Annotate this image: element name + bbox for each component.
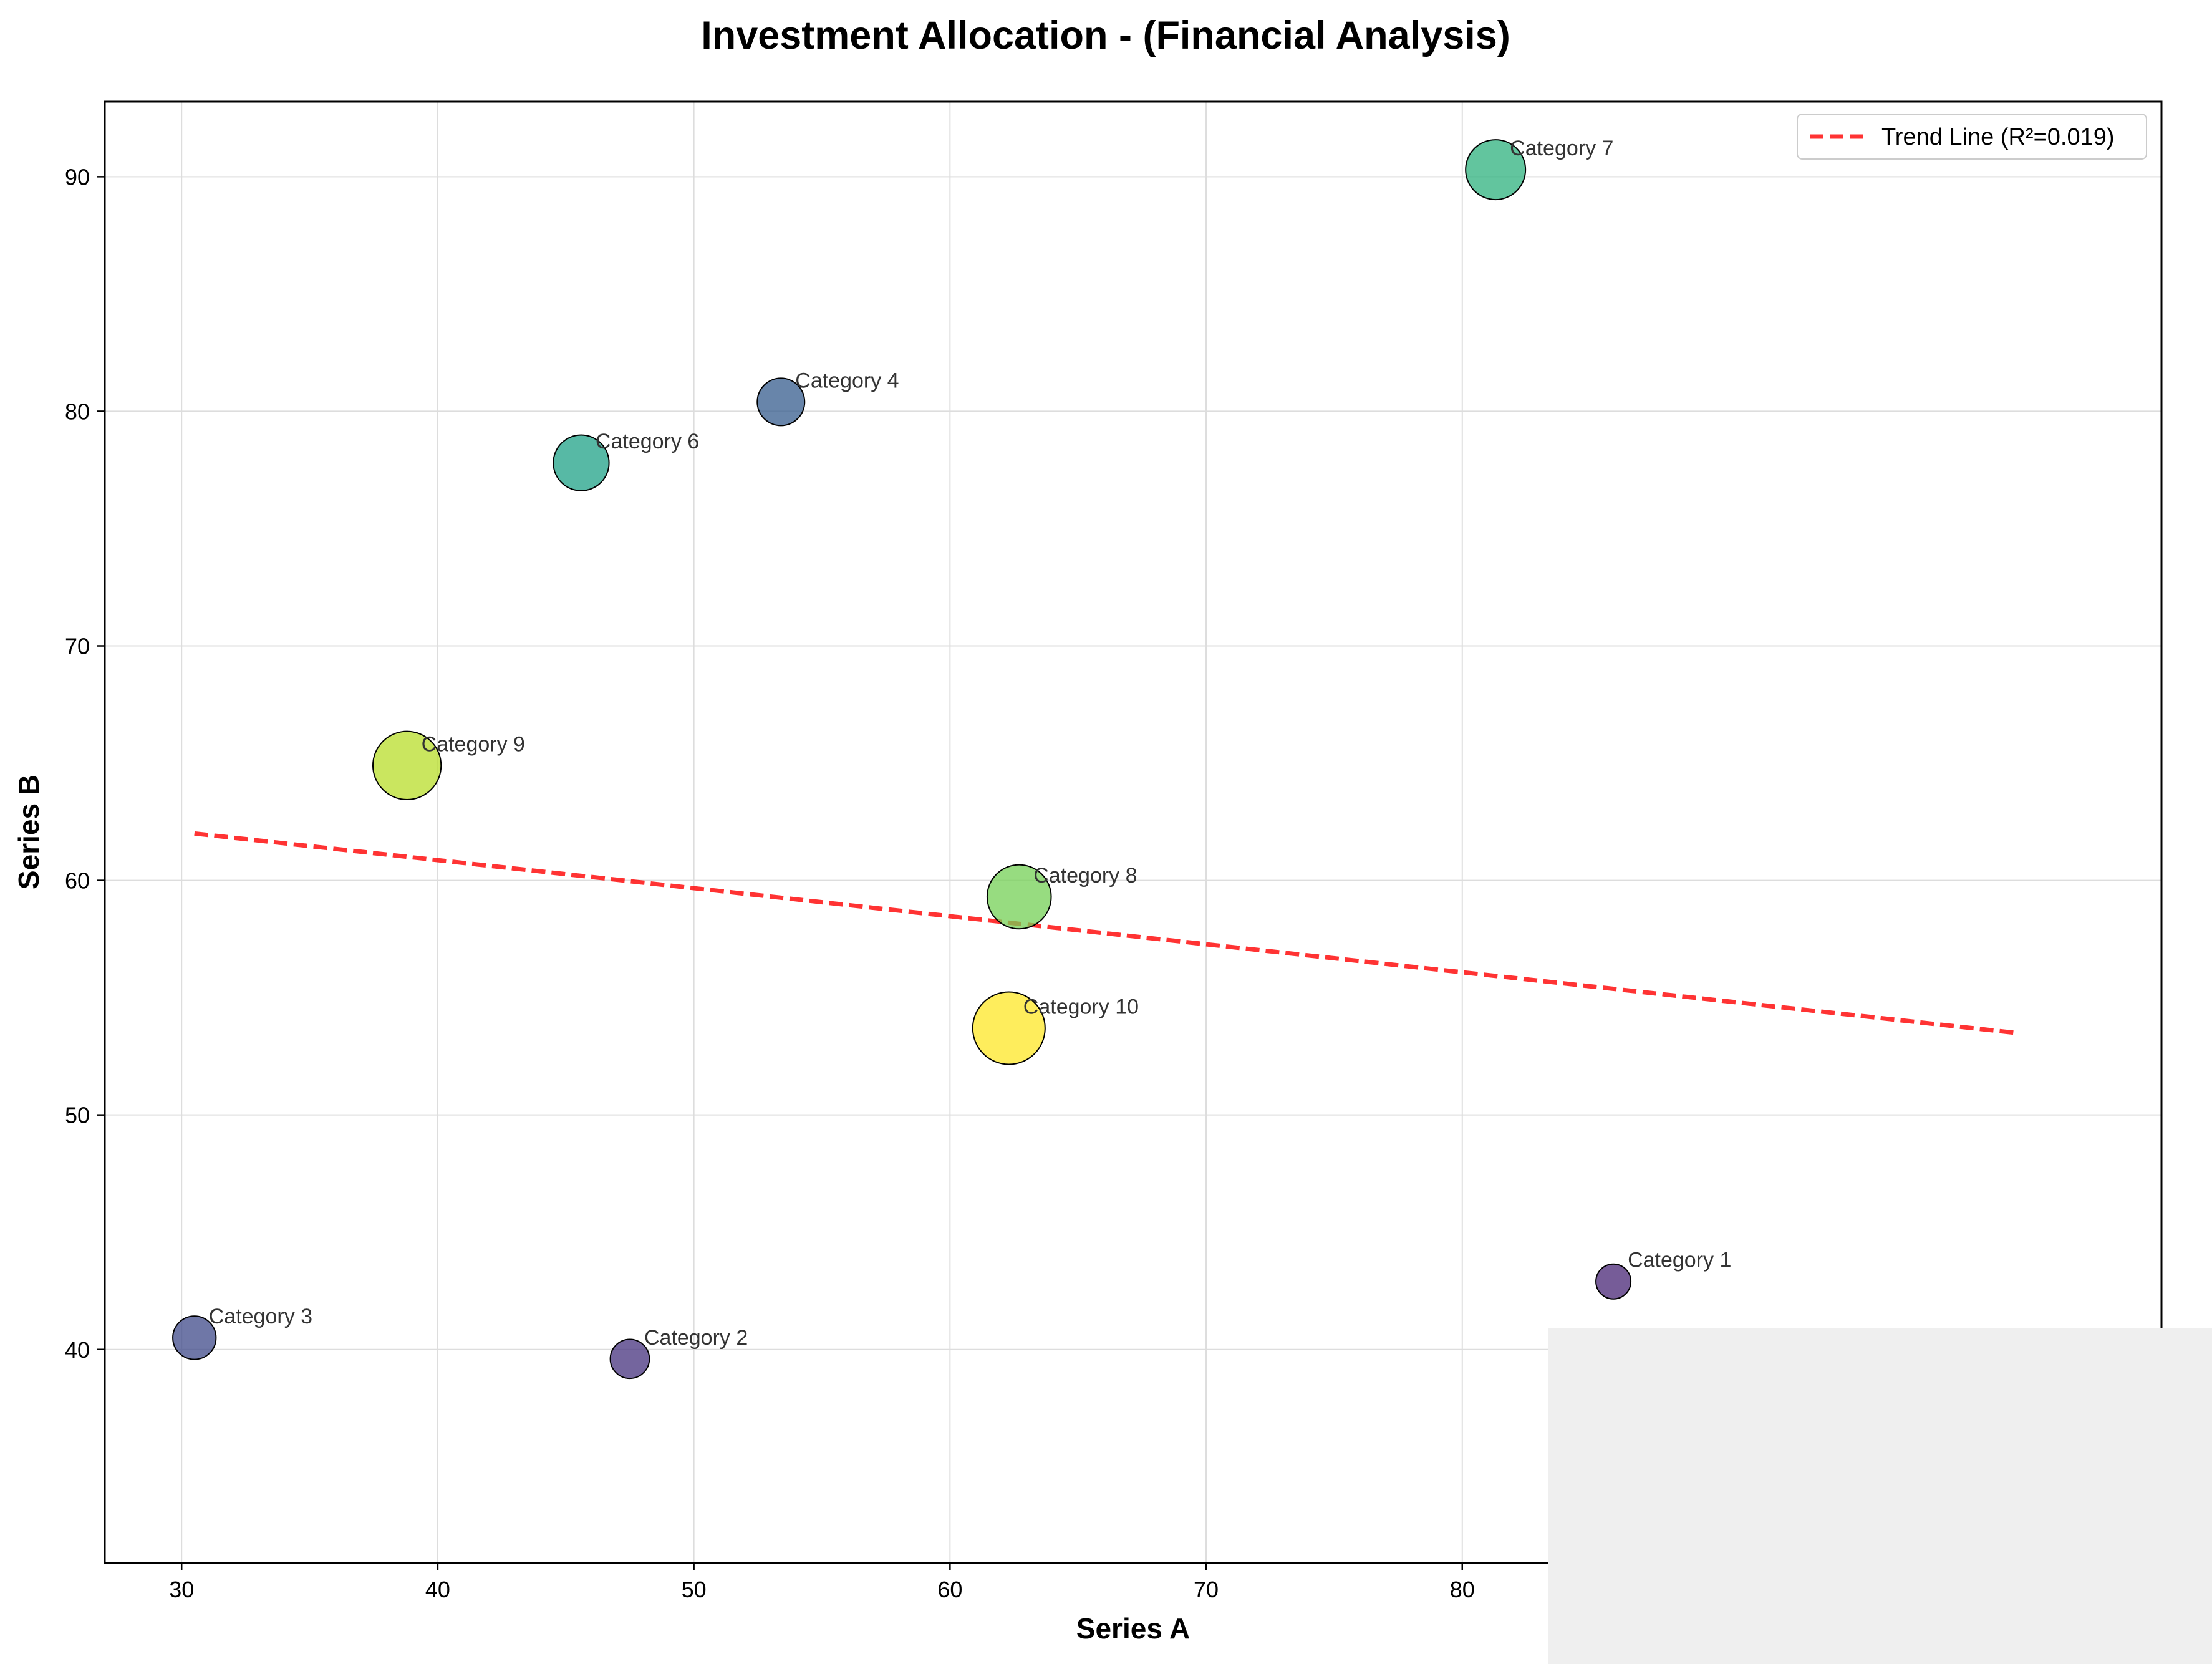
plot-area-frame [104, 100, 2163, 1564]
y-tick-label: 40 [65, 1337, 90, 1363]
data-point [986, 864, 1052, 930]
trend-line [194, 831, 2016, 1035]
data-point [372, 730, 442, 800]
x-tick-label: 80 [1450, 1577, 1475, 1602]
x-axis-label: Series A [1076, 1612, 1190, 1645]
data-point [972, 991, 1046, 1065]
data-points [172, 139, 1632, 1380]
legend-box [1797, 114, 2147, 160]
legend-trend-label: Trend Line (R²=0.019) [1881, 124, 2115, 150]
y-tick-label: 90 [65, 164, 90, 190]
x-tick-label: 50 [682, 1577, 707, 1602]
x-tick-label: 40 [425, 1577, 450, 1602]
x-tick-label: 70 [1194, 1577, 1219, 1602]
point-label: Category 9 [422, 732, 525, 756]
data-point [756, 377, 806, 427]
y-tick-label: 70 [65, 634, 90, 659]
data-point [609, 1338, 650, 1380]
gray-overlay-panel [1548, 1328, 2212, 1664]
legend: Trend Line (R²=0.019) [1797, 114, 2147, 160]
data-point [553, 434, 610, 491]
y-tick-label: 80 [65, 399, 90, 424]
y-axis-label: Series B [12, 775, 45, 889]
x-tick-label: 30 [169, 1577, 194, 1602]
data-point [1465, 139, 1527, 201]
x-tick-label: 60 [937, 1577, 962, 1602]
data-point [1595, 1263, 1632, 1300]
point-label: Category 10 [1023, 995, 1139, 1019]
data-point [172, 1315, 217, 1360]
y-axis-ticks: 40 50 60 70 80 90 [65, 164, 105, 1363]
trend-line-group [194, 831, 2016, 1035]
point-label: Category 8 [1033, 864, 1137, 888]
point-label: Category 7 [1510, 137, 1613, 160]
point-label: Category 1 [1628, 1249, 1731, 1272]
point-label: Category 2 [644, 1326, 748, 1350]
y-tick-label: 60 [65, 868, 90, 894]
y-tick-label: 50 [65, 1103, 90, 1128]
x-axis-ticks: 30 40 50 60 70 80 [169, 1563, 1475, 1602]
point-labels: Category 1 Category 2 Category 3 Category 4… [209, 137, 1732, 1350]
point-label: Category 3 [209, 1305, 312, 1328]
point-label: Category 4 [795, 369, 899, 392]
chart-title: Investment Allocation - (Financial Analy… [701, 14, 1510, 57]
point-label: Category 6 [596, 430, 699, 453]
